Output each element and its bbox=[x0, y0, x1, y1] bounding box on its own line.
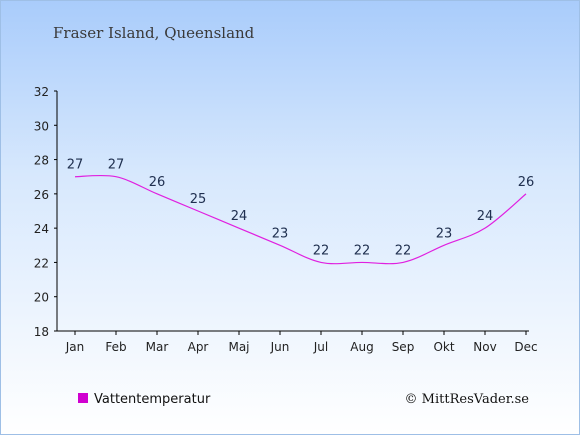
data-label: 26 bbox=[518, 175, 535, 190]
y-tick-label: 30 bbox=[34, 119, 49, 133]
data-label: 25 bbox=[190, 192, 207, 207]
data-label: 22 bbox=[395, 243, 412, 258]
y-tick-label: 22 bbox=[34, 256, 49, 270]
data-label: 26 bbox=[149, 175, 166, 190]
data-label: 24 bbox=[477, 209, 494, 224]
axes: 18 20 22 24 26 28 30 32 Jan Feb Mar Apr Maj Jun Jul Aug… bbox=[34, 85, 538, 354]
data-label: 23 bbox=[272, 226, 289, 241]
chart-title: Fraser Island, Queensland bbox=[53, 24, 255, 42]
data-label: 22 bbox=[313, 243, 330, 258]
x-tick-label: Okt bbox=[433, 340, 454, 354]
legend-swatch bbox=[78, 393, 88, 403]
x-tick-label: Sep bbox=[392, 340, 415, 354]
x-tick-label: Jun bbox=[270, 340, 290, 354]
series-group bbox=[74, 174, 527, 265]
x-tick-label: Jul bbox=[313, 340, 328, 354]
y-tick-label: 24 bbox=[34, 222, 49, 236]
x-tick-label: Maj bbox=[228, 340, 249, 354]
x-tick-label: Jan bbox=[65, 340, 85, 354]
series-line bbox=[74, 174, 527, 265]
x-tick-label: Nov bbox=[473, 340, 496, 354]
x-tick-label: Mar bbox=[146, 340, 169, 354]
data-labels: 27 27 26 25 24 23 22 22 22 23 24 26 bbox=[67, 158, 535, 259]
x-tick-label: Apr bbox=[188, 340, 209, 354]
x-tick-label: Dec bbox=[514, 340, 537, 354]
data-label: 27 bbox=[108, 158, 125, 173]
y-tick-label: 28 bbox=[34, 154, 49, 168]
y-tick-label: 26 bbox=[34, 188, 49, 202]
y-tick-label: 18 bbox=[34, 325, 49, 339]
credit-text: © MittResVader.se bbox=[405, 392, 530, 407]
y-tick-label: 20 bbox=[34, 291, 49, 305]
data-label: 23 bbox=[436, 226, 453, 241]
x-tick-label: Feb bbox=[105, 340, 126, 354]
data-label: 27 bbox=[67, 158, 84, 173]
data-label: 24 bbox=[231, 209, 248, 224]
y-tick-label: 32 bbox=[34, 85, 49, 99]
data-label: 22 bbox=[354, 243, 371, 258]
legend-label: Vattentemperatur bbox=[94, 392, 211, 407]
x-tick-label: Aug bbox=[350, 340, 373, 354]
